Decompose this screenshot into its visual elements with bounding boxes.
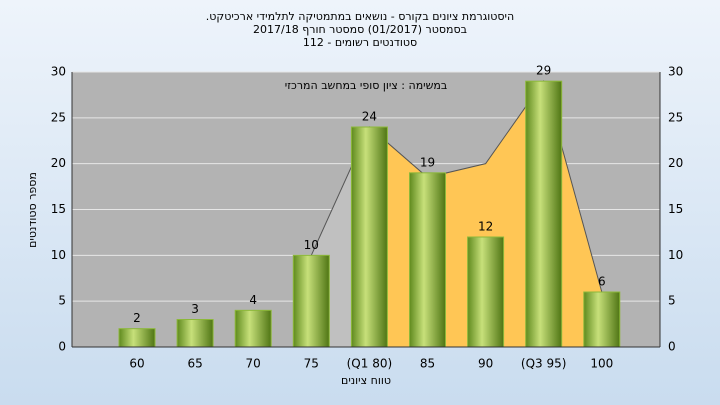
bar [176,319,214,348]
data-label: 3 [191,302,199,316]
data-label: 2 [133,311,141,325]
data-label: 6 [598,275,606,289]
data-label: 29 [536,64,551,78]
bar [525,80,563,348]
y-tick-label: 25 [51,110,66,124]
chart-subtitle: סטודנטים רשומים - 112 [303,36,417,49]
annotation: במשימה : ציון סופי במחשב המרכזי [285,79,448,92]
x-tick-label: 90 [478,357,493,371]
x-tick-label: 60 [129,357,144,371]
chart-subtitle: בסמסטר (01/2017) סמסטר חורף 2017/18 [253,23,467,36]
y-tick-label: 15 [51,202,66,216]
bar [467,236,505,348]
y2-tick-label: 0 [668,340,676,354]
y2-tick-label: 30 [668,65,683,79]
bar [292,254,330,348]
y2-tick-label: 5 [668,294,676,308]
y-tick-label: 0 [58,340,66,354]
x-axis-label: טווח ציונים [341,374,391,387]
x-tick-label: (Q3 95) [521,357,567,371]
data-label: 24 [362,110,377,124]
y-tick-label: 10 [51,248,66,262]
bar [234,309,272,348]
x-tick-label: 65 [187,357,202,371]
x-tick-label: 70 [246,357,261,371]
data-label: 19 [420,155,435,169]
bar [409,172,446,348]
y2-tick-label: 10 [668,248,683,262]
y2-tick-label: 15 [668,202,683,216]
data-label: 4 [249,293,257,307]
bar [583,291,621,348]
data-label: 10 [304,238,319,252]
y2-tick-label: 25 [668,110,683,124]
y-axis-label: מספר סטודנטים [26,172,39,248]
y-tick-label: 30 [51,65,66,79]
x-tick-label: 85 [420,357,435,371]
bar [350,126,388,348]
y-tick-label: 20 [51,156,66,170]
data-label: 12 [478,220,493,234]
y-tick-label: 5 [58,294,66,308]
y2-tick-label: 20 [668,156,683,170]
x-tick-label: (Q1 80) [347,357,393,371]
chart-title: היסטוגרמת ציונים בקורס - נושאים במתמטיקה… [206,10,514,23]
x-tick-label: 75 [304,357,319,371]
x-tick-label: 100 [590,357,613,371]
bar [118,328,156,348]
